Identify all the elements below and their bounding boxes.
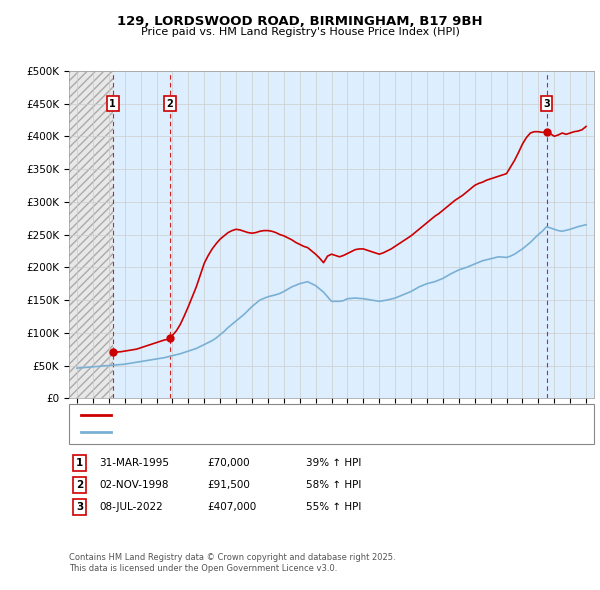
Text: £70,000: £70,000 — [207, 458, 250, 468]
Text: 55% ↑ HPI: 55% ↑ HPI — [306, 502, 361, 512]
Text: HPI: Average price, semi-detached house, Birmingham: HPI: Average price, semi-detached house,… — [116, 428, 376, 437]
Text: £407,000: £407,000 — [207, 502, 256, 512]
Text: £91,500: £91,500 — [207, 480, 250, 490]
Text: 1: 1 — [76, 458, 83, 468]
Text: 129, LORDSWOOD ROAD, BIRMINGHAM, B17 9BH (semi-detached house): 129, LORDSWOOD ROAD, BIRMINGHAM, B17 9BH… — [116, 410, 462, 419]
Text: 02-NOV-1998: 02-NOV-1998 — [99, 480, 169, 490]
Text: 1: 1 — [109, 99, 116, 109]
Text: 129, LORDSWOOD ROAD, BIRMINGHAM, B17 9BH: 129, LORDSWOOD ROAD, BIRMINGHAM, B17 9BH — [117, 15, 483, 28]
Text: 58% ↑ HPI: 58% ↑ HPI — [306, 480, 361, 490]
Text: 31-MAR-1995: 31-MAR-1995 — [99, 458, 169, 468]
Text: 39% ↑ HPI: 39% ↑ HPI — [306, 458, 361, 468]
Bar — [69, 71, 113, 398]
Text: 3: 3 — [543, 99, 550, 109]
Text: 08-JUL-2022: 08-JUL-2022 — [99, 502, 163, 512]
Text: 2: 2 — [76, 480, 83, 490]
Text: 2: 2 — [166, 99, 173, 109]
Text: Price paid vs. HM Land Registry's House Price Index (HPI): Price paid vs. HM Land Registry's House … — [140, 27, 460, 37]
Text: 3: 3 — [76, 502, 83, 512]
Text: Contains HM Land Registry data © Crown copyright and database right 2025.
This d: Contains HM Land Registry data © Crown c… — [69, 553, 395, 573]
